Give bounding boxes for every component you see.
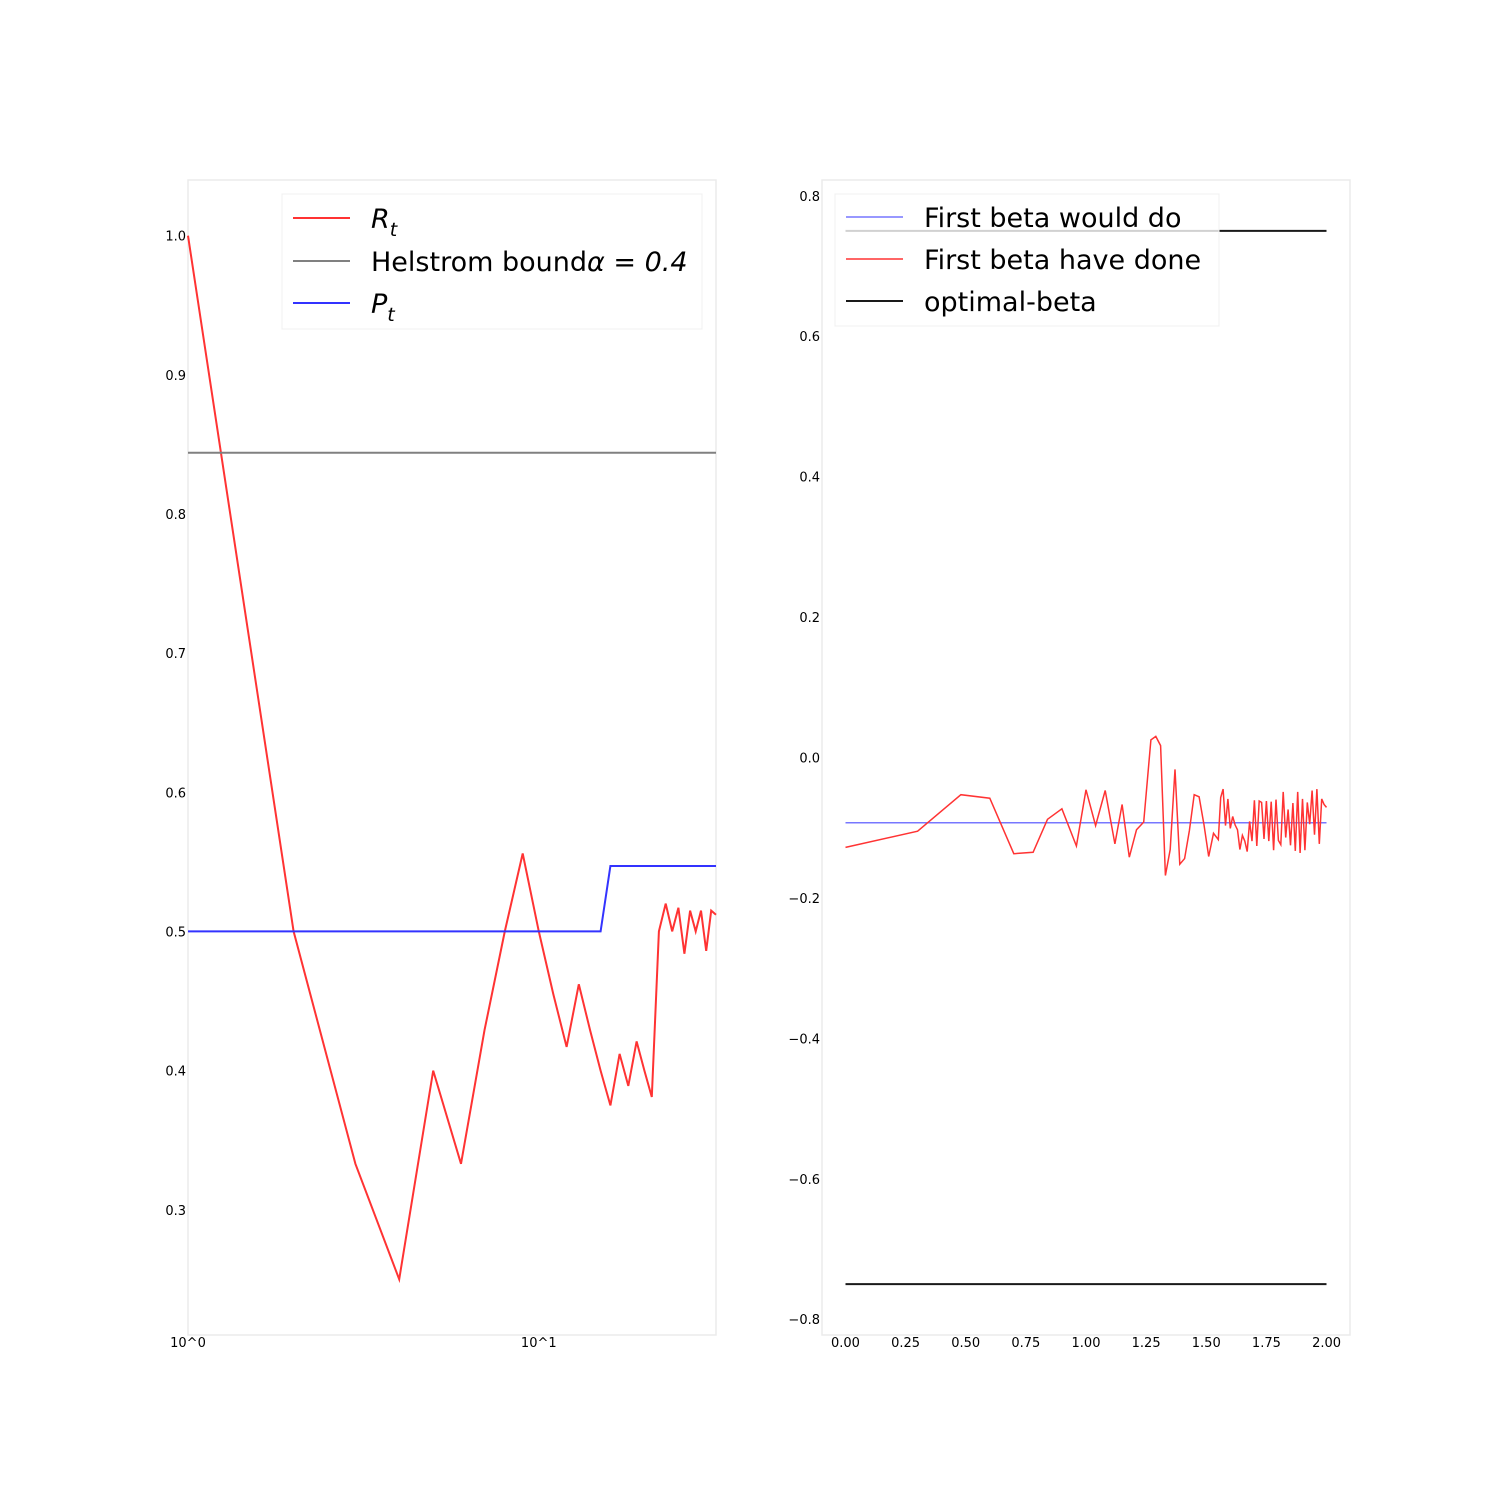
legend-label-helstrom: Helstrom boundα = 0.4 (371, 247, 688, 278)
right-legend: First beta would do First beta have done… (834, 193, 1220, 327)
left-y-tick-label: 0.4 (165, 1065, 186, 1080)
left-legend-box (281, 193, 703, 330)
right-y-tick-label: 0.4 (799, 471, 820, 486)
legend-pt-main: P (371, 289, 388, 320)
left-legend: Rt Helstrom boundα = 0.4 Pt (281, 193, 703, 330)
right-x-tick-label: 1.00 (1072, 1336, 1101, 1351)
right-x-tick-label: 0.50 (951, 1336, 980, 1351)
legend-label-have-done: First beta have done (924, 245, 1201, 276)
legend-label-optimal: optimal-beta (924, 287, 1097, 318)
left-y-tick-label: 0.5 (165, 925, 186, 940)
right-y-tick-label: −0.8 (788, 1313, 820, 1328)
right-y-ticks: −0.8 −0.6 −0.4 −0.2 0.0 0.2 0.4 0.6 0.8 (788, 190, 820, 1328)
right-y-tick-label: −0.6 (788, 1173, 820, 1188)
left-y-tick-label: 1.0 (165, 230, 186, 245)
left-series-line-2 (188, 865, 716, 933)
right-y-tick-label: −0.4 (788, 1032, 820, 1047)
left-chart: 10^0 10^1 0.3 0.4 0.5 0.6 0.7 0.8 0.9 1.0 Rt Hel… (165, 179, 717, 1351)
legend-rt-main: R (371, 204, 390, 235)
left-y-tick-label: 0.7 (165, 647, 186, 662)
right-chart: 0.00 0.25 0.50 0.75 1.00 1.25 1.50 1.75 2.00 −0.… (788, 179, 1351, 1351)
right-x-tick-label: 1.50 (1192, 1336, 1221, 1351)
left-series-line-0 (187, 235, 717, 1284)
left-y-ticks: 0.3 0.4 0.5 0.6 0.7 0.8 0.9 1.0 (165, 230, 186, 1219)
right-y-tick-label: 0.2 (799, 611, 820, 626)
right-x-tick-label: 2.00 (1312, 1336, 1341, 1351)
right-x-tick-label: 0.25 (891, 1336, 920, 1351)
legend-helstrom-math: α = 0.4 (587, 247, 688, 278)
right-y-tick-label: 0.6 (799, 330, 820, 345)
legend-label-rt: Rt (371, 204, 399, 241)
left-x-tick-label: 10^1 (521, 1336, 557, 1351)
right-series (845, 229, 1328, 1286)
right-y-tick-label: 0.0 (799, 752, 820, 767)
left-series (187, 235, 717, 1284)
left-y-tick-label: 0.9 (165, 369, 186, 384)
right-x-tick-label: 0.00 (831, 1336, 860, 1351)
left-plot-frame (187, 179, 717, 1336)
right-x-tick-label: 0.75 (1011, 1336, 1040, 1351)
legend-label-would-do: First beta would do (924, 203, 1181, 234)
right-x-tick-label: 1.75 (1252, 1336, 1281, 1351)
right-x-ticks: 0.00 0.25 0.50 0.75 1.00 1.25 1.50 1.75 2.00 (831, 1336, 1341, 1351)
left-x-ticks: 10^0 10^1 (170, 1336, 557, 1351)
right-y-tick-label: −0.2 (788, 892, 820, 907)
legend-pt-sub: t (387, 304, 396, 326)
legend-label-pt: Pt (371, 289, 396, 326)
left-y-tick-label: 0.8 (165, 508, 186, 523)
legend-helstrom-main: Helstrom bound (371, 247, 587, 278)
right-y-tick-label: 0.8 (799, 190, 820, 205)
left-y-tick-label: 0.6 (165, 786, 186, 801)
left-y-tick-label: 0.3 (165, 1204, 186, 1219)
left-x-tick-label: 10^0 (170, 1336, 206, 1351)
right-plot-frame (821, 179, 1351, 1336)
right-series-line-1 (845, 735, 1328, 876)
right-x-tick-label: 1.25 (1132, 1336, 1161, 1351)
legend-rt-sub: t (390, 219, 399, 241)
right-legend-box (834, 193, 1220, 327)
